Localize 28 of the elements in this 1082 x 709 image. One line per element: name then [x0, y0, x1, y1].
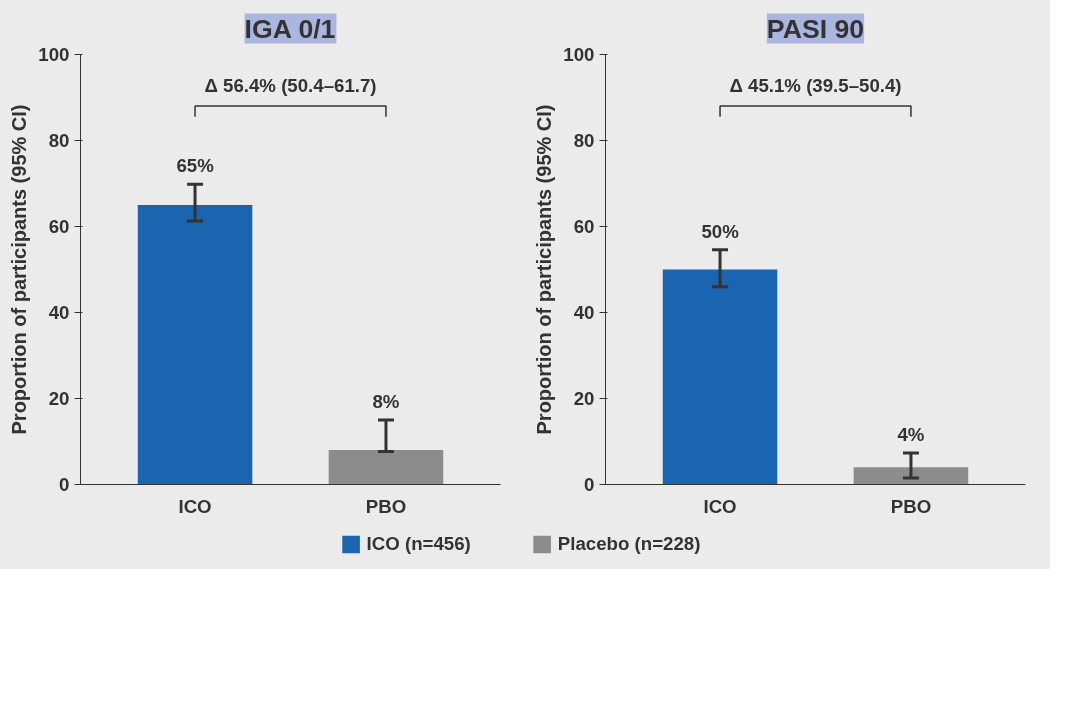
y-tick-label: 60 [573, 216, 595, 237]
data-label: 65% [176, 155, 215, 177]
annotation: Δ 45.1% (39.5–50.4) [729, 75, 902, 97]
annotation: Δ 56.4% (50.4–61.7) [204, 75, 377, 97]
y-tick-label: 80 [48, 130, 70, 151]
x-tick-label: PBO [890, 495, 932, 517]
y-tick-label: 0 [59, 474, 70, 495]
y-axis-title: Proportion of participants (95% CI) [533, 104, 556, 435]
y-tick-label: 80 [573, 130, 595, 151]
data-label: 50% [701, 220, 740, 242]
y-tick-label: 100 [563, 44, 595, 65]
y-tick-label: 40 [48, 302, 70, 323]
x-tick-label: ICO [178, 495, 212, 517]
y-tick-label: 20 [48, 388, 70, 409]
y-axis-title: Proportion of participants (95% CI) [8, 104, 31, 435]
y-tick-label: 20 [573, 388, 595, 409]
y-tick-label: 0 [584, 474, 595, 495]
data-label: 8% [372, 391, 400, 412]
data-label: 4% [897, 424, 925, 446]
legend-label: Placebo (n=228) [557, 533, 701, 555]
y-tick-label: 40 [573, 302, 595, 323]
legend-label: ICO (n=456) [366, 533, 471, 555]
y-tick-label: 60 [48, 216, 70, 237]
x-tick-label: PBO [365, 495, 407, 517]
chart-title: PASI 90 [766, 13, 865, 44]
y-tick-label: 100 [38, 44, 70, 65]
x-tick-label: ICO [703, 495, 737, 517]
chart-title: IGA 0/1 [244, 13, 336, 44]
